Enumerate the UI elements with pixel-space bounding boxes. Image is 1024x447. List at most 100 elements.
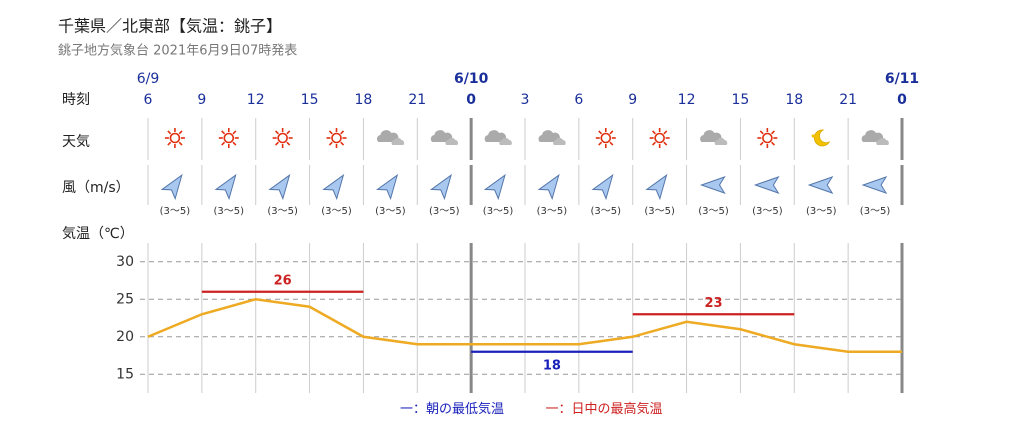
sun-ray bbox=[221, 141, 226, 146]
cloud bbox=[861, 130, 884, 142]
arrow bbox=[591, 173, 614, 201]
cloud bbox=[499, 137, 512, 145]
y-tick-label: 15 bbox=[116, 366, 134, 382]
legend-name: 朝の最低気温 bbox=[426, 401, 504, 417]
arrow bbox=[268, 173, 291, 201]
chart-title: 千葉県／北東部【気温：銚子】 bbox=[58, 17, 282, 36]
cloud bbox=[714, 137, 728, 145]
sun bbox=[654, 132, 665, 144]
sun bbox=[762, 132, 773, 144]
wind-speed: (3～5) bbox=[160, 206, 191, 217]
sun bbox=[169, 132, 181, 144]
wind-speed: (3～5) bbox=[321, 206, 352, 217]
legend-marker: 一： bbox=[545, 402, 571, 417]
wind-speed: (3～5) bbox=[752, 206, 783, 217]
arrow bbox=[160, 173, 183, 201]
moon bbox=[813, 129, 831, 147]
hour-label: 12 bbox=[678, 92, 696, 108]
hour-label: 15 bbox=[301, 92, 319, 108]
cloud bbox=[876, 137, 889, 145]
sun-ray bbox=[759, 141, 764, 146]
hour-label: 3 bbox=[521, 92, 530, 108]
chart-subtitle: 銚子地方気象台 2021年6月9日07時発表 bbox=[58, 43, 297, 59]
sun-ray bbox=[232, 130, 237, 135]
legend-entry: 一：日中の最高気温 bbox=[545, 401, 662, 417]
wind-speed: (3～5) bbox=[483, 206, 514, 217]
sun-ray bbox=[328, 141, 333, 146]
sun-ray bbox=[759, 130, 764, 135]
wind-arrow bbox=[429, 173, 452, 201]
sun-ray bbox=[275, 141, 279, 146]
sun-ray bbox=[178, 141, 183, 146]
sun-ray bbox=[340, 141, 345, 146]
hour-label: 0 bbox=[466, 92, 476, 108]
cloud bbox=[538, 130, 561, 142]
wind-speed: (3～5) bbox=[429, 206, 460, 217]
sun bbox=[277, 132, 288, 144]
wind-speed: (3～5) bbox=[375, 206, 406, 217]
wind-arrow bbox=[376, 173, 399, 201]
hour-label: 0 bbox=[897, 92, 907, 108]
sun-ray bbox=[609, 130, 614, 135]
sun-ray bbox=[609, 141, 614, 146]
wind-arrow bbox=[753, 176, 780, 194]
sun-ray bbox=[652, 141, 656, 146]
row-label: 気温（℃） bbox=[62, 226, 134, 242]
arrow bbox=[322, 173, 345, 201]
arrow bbox=[376, 173, 399, 201]
y-tick-label: 20 bbox=[116, 329, 134, 345]
arrow bbox=[861, 176, 888, 194]
wind-arrow bbox=[645, 173, 668, 201]
row-label: 風（m/s） bbox=[62, 180, 130, 196]
weather-icon bbox=[861, 130, 889, 145]
arrow bbox=[807, 176, 834, 194]
wind-speed: (3～5) bbox=[214, 206, 245, 217]
wind-arrow bbox=[322, 173, 345, 201]
weather-icon bbox=[326, 128, 347, 148]
arrow bbox=[483, 173, 506, 201]
weather-icon bbox=[164, 128, 185, 148]
wind-speed: (3～5) bbox=[537, 206, 568, 217]
hour-label: 12 bbox=[247, 92, 265, 108]
sun-ray bbox=[663, 141, 668, 146]
weather-icon bbox=[430, 130, 458, 145]
value-label: 23 bbox=[704, 296, 722, 311]
row-label: 時刻 bbox=[62, 92, 90, 108]
hour-label: 18 bbox=[785, 92, 803, 108]
weather-icon bbox=[376, 130, 405, 145]
sun-ray bbox=[221, 130, 226, 135]
wind-speed: (3～5) bbox=[591, 206, 622, 217]
sun-ray bbox=[167, 141, 172, 146]
wind-speed: (3～5) bbox=[860, 206, 891, 217]
weather-icon bbox=[757, 128, 778, 148]
wind-speed: (3～5) bbox=[806, 206, 837, 217]
wind-speed: (3～5) bbox=[698, 206, 729, 217]
sun bbox=[223, 132, 235, 144]
y-tick-label: 30 bbox=[116, 254, 134, 270]
row-label: 天気 bbox=[62, 134, 90, 150]
cloud bbox=[553, 137, 566, 145]
cloud bbox=[391, 137, 405, 145]
weather-icon bbox=[538, 130, 566, 145]
arrow bbox=[429, 173, 452, 201]
weather-icon bbox=[595, 128, 616, 148]
sun-ray bbox=[328, 130, 333, 135]
arrow bbox=[214, 173, 237, 201]
arrow bbox=[537, 173, 560, 201]
weather-icon bbox=[649, 128, 670, 148]
legend-name: 日中の最高気温 bbox=[572, 401, 663, 417]
sun-ray bbox=[340, 130, 345, 135]
hour-label: 6 bbox=[144, 92, 153, 108]
cloud bbox=[445, 137, 458, 145]
hour-label: 21 bbox=[408, 92, 426, 108]
hour-label: 21 bbox=[839, 92, 857, 108]
sun-ray bbox=[286, 130, 291, 135]
date-label: 6/10 bbox=[454, 71, 489, 87]
wind-arrow bbox=[268, 173, 291, 201]
weather-icon bbox=[811, 129, 831, 147]
wind-arrow bbox=[537, 173, 560, 201]
wind-arrow bbox=[214, 173, 237, 201]
date-label: 6/9 bbox=[137, 71, 160, 87]
y-tick-label: 25 bbox=[116, 291, 134, 307]
arrow bbox=[753, 176, 780, 194]
